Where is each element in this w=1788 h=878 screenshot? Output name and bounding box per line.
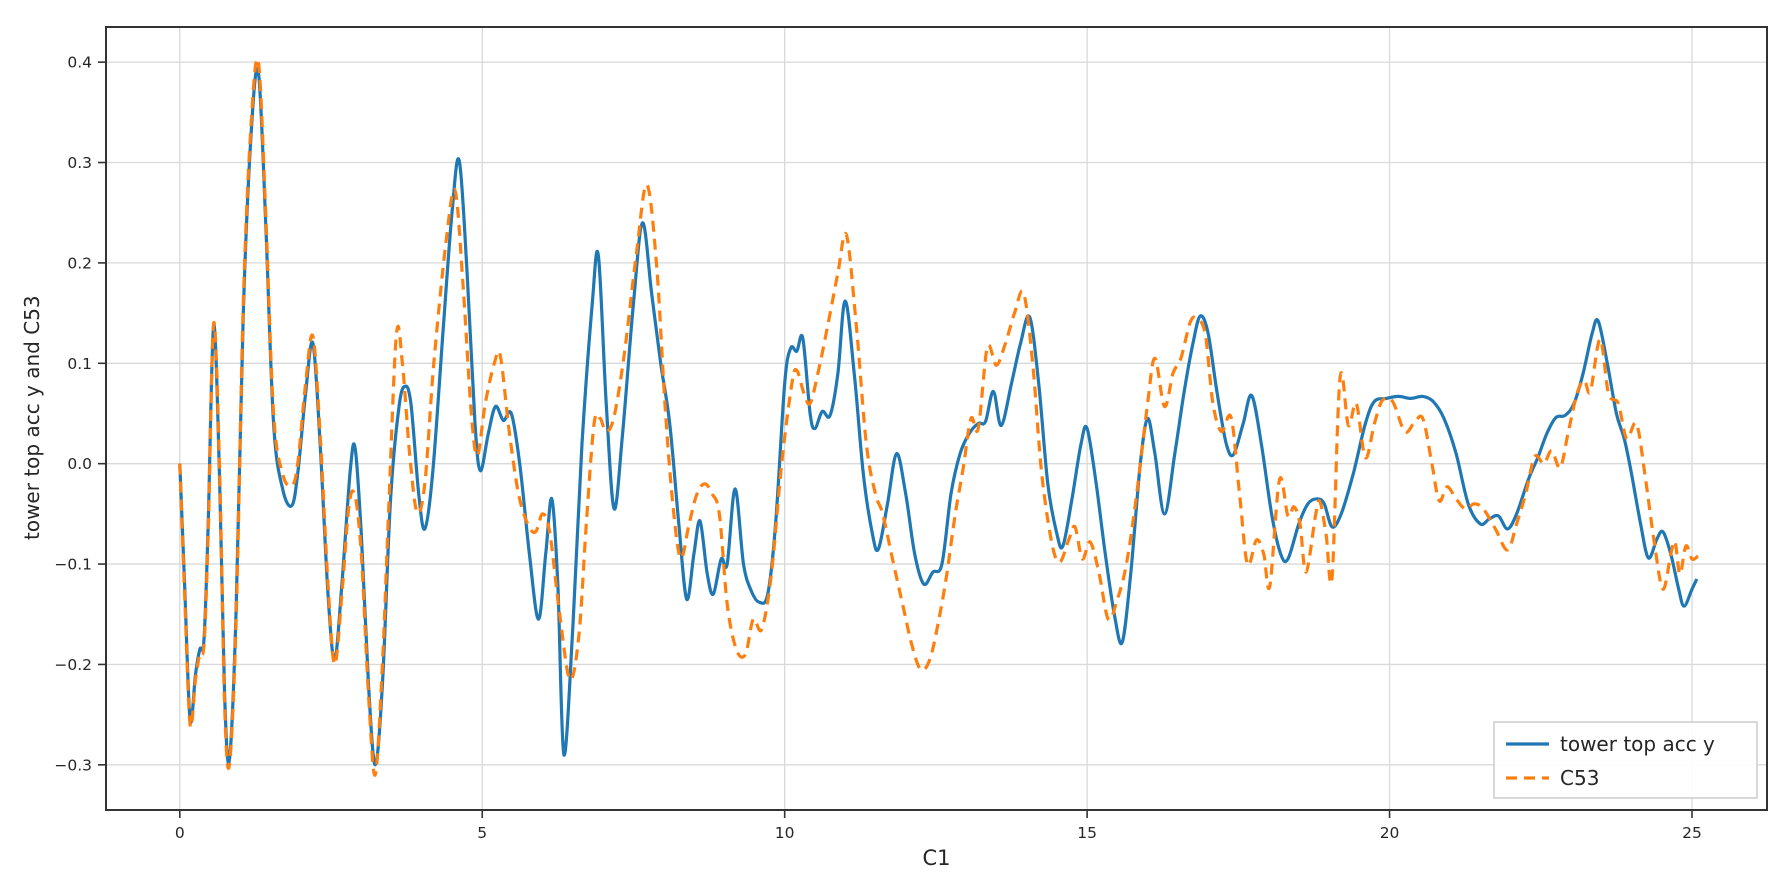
y-tick-label: −0.1 <box>54 556 92 574</box>
grid-lines <box>106 27 1767 810</box>
y-tick-label: 0.0 <box>67 455 92 473</box>
y-tick-label: 0.4 <box>67 54 92 72</box>
y-tick-label: 0.1 <box>67 355 92 373</box>
x-tick-label: 10 <box>775 824 795 842</box>
x-tick-label: 15 <box>1077 824 1097 842</box>
x-tick-label: 5 <box>477 824 487 842</box>
series-line-c53 <box>178 57 1699 777</box>
legend-label: C53 <box>1560 766 1599 790</box>
x-tick-label: 0 <box>175 824 185 842</box>
x-axis-label: C1 <box>922 846 951 870</box>
y-tick-label: 0.2 <box>67 254 92 272</box>
x-tick-label: 20 <box>1380 824 1400 842</box>
y-tick-label: −0.3 <box>54 756 92 774</box>
legend: tower top acc y C53 <box>1493 721 1758 799</box>
y-tick-label: 0.3 <box>67 154 92 172</box>
axes-spines <box>105 26 1768 811</box>
y-axis-label: tower top acc y and C53 <box>20 295 44 540</box>
legend-box <box>1493 721 1758 799</box>
tick-marks <box>98 61 1693 818</box>
y-tick-label: −0.2 <box>54 656 92 674</box>
legend-label: tower top acc y <box>1560 732 1715 756</box>
x-tick-label: 25 <box>1682 824 1702 842</box>
